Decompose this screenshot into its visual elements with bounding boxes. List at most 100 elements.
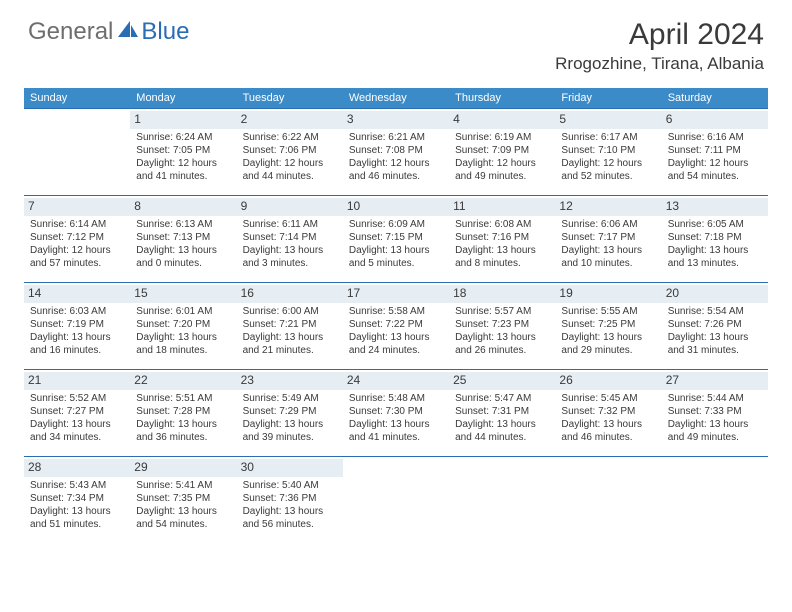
- calendar-cell: 22Sunrise: 5:51 AMSunset: 7:28 PMDayligh…: [130, 370, 236, 456]
- weekday-header: Sunday Monday Tuesday Wednesday Thursday…: [24, 88, 768, 108]
- calendar-cell: 1Sunrise: 6:24 AMSunset: 7:05 PMDaylight…: [130, 109, 236, 195]
- sunset-text: Sunset: 7:15 PM: [349, 231, 443, 244]
- weekday-label: Tuesday: [237, 88, 343, 108]
- sunrise-text: Sunrise: 5:51 AM: [136, 392, 230, 405]
- day-number: 20: [662, 285, 768, 303]
- day-number: 14: [24, 285, 130, 303]
- sunrise-text: Sunrise: 5:45 AM: [561, 392, 655, 405]
- daylight-text: Daylight: 13 hours: [668, 331, 762, 344]
- daylight-text: and 34 minutes.: [30, 431, 124, 444]
- calendar-cell: 14Sunrise: 6:03 AMSunset: 7:19 PMDayligh…: [24, 283, 130, 369]
- calendar-cell: 4Sunrise: 6:19 AMSunset: 7:09 PMDaylight…: [449, 109, 555, 195]
- day-number: 16: [237, 285, 343, 303]
- daylight-text: and 31 minutes.: [668, 344, 762, 357]
- calendar-cell: 24Sunrise: 5:48 AMSunset: 7:30 PMDayligh…: [343, 370, 449, 456]
- daylight-text: and 3 minutes.: [243, 257, 337, 270]
- sunrise-text: Sunrise: 6:16 AM: [668, 131, 762, 144]
- sunrise-text: Sunrise: 6:19 AM: [455, 131, 549, 144]
- calendar-cell: 15Sunrise: 6:01 AMSunset: 7:20 PMDayligh…: [130, 283, 236, 369]
- daylight-text: Daylight: 12 hours: [243, 157, 337, 170]
- day-number: 22: [130, 372, 236, 390]
- day-number: 26: [555, 372, 661, 390]
- daylight-text: and 41 minutes.: [136, 170, 230, 183]
- calendar-cell: 25Sunrise: 5:47 AMSunset: 7:31 PMDayligh…: [449, 370, 555, 456]
- sunrise-text: Sunrise: 5:55 AM: [561, 305, 655, 318]
- location-text: Rrogozhine, Tirana, Albania: [555, 54, 764, 74]
- calendar-cell: 11Sunrise: 6:08 AMSunset: 7:16 PMDayligh…: [449, 196, 555, 282]
- calendar-cell: 29Sunrise: 5:41 AMSunset: 7:35 PMDayligh…: [130, 457, 236, 543]
- daylight-text: and 5 minutes.: [349, 257, 443, 270]
- calendar-cell: [449, 457, 555, 543]
- daylight-text: and 10 minutes.: [561, 257, 655, 270]
- daylight-text: Daylight: 12 hours: [668, 157, 762, 170]
- sunset-text: Sunset: 7:32 PM: [561, 405, 655, 418]
- calendar-cell: 12Sunrise: 6:06 AMSunset: 7:17 PMDayligh…: [555, 196, 661, 282]
- day-number: 5: [555, 111, 661, 129]
- day-number: 29: [130, 459, 236, 477]
- daylight-text: and 46 minutes.: [561, 431, 655, 444]
- day-number: 12: [555, 198, 661, 216]
- calendar-cell: 21Sunrise: 5:52 AMSunset: 7:27 PMDayligh…: [24, 370, 130, 456]
- logo-sail-icon: [113, 18, 141, 46]
- sunrise-text: Sunrise: 6:05 AM: [668, 218, 762, 231]
- calendar-cell: 13Sunrise: 6:05 AMSunset: 7:18 PMDayligh…: [662, 196, 768, 282]
- sunrise-text: Sunrise: 6:17 AM: [561, 131, 655, 144]
- day-number: 17: [343, 285, 449, 303]
- sunset-text: Sunset: 7:12 PM: [30, 231, 124, 244]
- sunset-text: Sunset: 7:11 PM: [668, 144, 762, 157]
- calendar-cell: 5Sunrise: 6:17 AMSunset: 7:10 PMDaylight…: [555, 109, 661, 195]
- title-block: April 2024 Rrogozhine, Tirana, Albania: [555, 18, 764, 74]
- day-number: 3: [343, 111, 449, 129]
- day-number: 15: [130, 285, 236, 303]
- daylight-text: Daylight: 13 hours: [30, 505, 124, 518]
- day-number: 24: [343, 372, 449, 390]
- daylight-text: and 56 minutes.: [243, 518, 337, 531]
- sunset-text: Sunset: 7:20 PM: [136, 318, 230, 331]
- daylight-text: and 8 minutes.: [455, 257, 549, 270]
- weekday-label: Thursday: [449, 88, 555, 108]
- daylight-text: and 54 minutes.: [136, 518, 230, 531]
- sunrise-text: Sunrise: 6:00 AM: [243, 305, 337, 318]
- sunset-text: Sunset: 7:25 PM: [561, 318, 655, 331]
- day-number: 21: [24, 372, 130, 390]
- calendar-week: 14Sunrise: 6:03 AMSunset: 7:19 PMDayligh…: [24, 282, 768, 369]
- daylight-text: and 24 minutes.: [349, 344, 443, 357]
- sunset-text: Sunset: 7:34 PM: [30, 492, 124, 505]
- daylight-text: Daylight: 13 hours: [243, 505, 337, 518]
- sunrise-text: Sunrise: 6:14 AM: [30, 218, 124, 231]
- day-number: 13: [662, 198, 768, 216]
- calendar-week: 21Sunrise: 5:52 AMSunset: 7:27 PMDayligh…: [24, 369, 768, 456]
- calendar-week: 7Sunrise: 6:14 AMSunset: 7:12 PMDaylight…: [24, 195, 768, 282]
- sunset-text: Sunset: 7:08 PM: [349, 144, 443, 157]
- sunrise-text: Sunrise: 5:43 AM: [30, 479, 124, 492]
- sunset-text: Sunset: 7:30 PM: [349, 405, 443, 418]
- daylight-text: Daylight: 13 hours: [136, 244, 230, 257]
- day-number: 18: [449, 285, 555, 303]
- daylight-text: and 49 minutes.: [455, 170, 549, 183]
- calendar-cell: 6Sunrise: 6:16 AMSunset: 7:11 PMDaylight…: [662, 109, 768, 195]
- calendar-cell: 16Sunrise: 6:00 AMSunset: 7:21 PMDayligh…: [237, 283, 343, 369]
- daylight-text: Daylight: 13 hours: [349, 331, 443, 344]
- daylight-text: and 29 minutes.: [561, 344, 655, 357]
- weekday-label: Saturday: [662, 88, 768, 108]
- day-number: 19: [555, 285, 661, 303]
- calendar: Sunday Monday Tuesday Wednesday Thursday…: [24, 88, 768, 543]
- daylight-text: Daylight: 12 hours: [455, 157, 549, 170]
- sunrise-text: Sunrise: 6:09 AM: [349, 218, 443, 231]
- calendar-cell: [343, 457, 449, 543]
- daylight-text: Daylight: 12 hours: [561, 157, 655, 170]
- daylight-text: and 51 minutes.: [30, 518, 124, 531]
- sunset-text: Sunset: 7:29 PM: [243, 405, 337, 418]
- sunrise-text: Sunrise: 5:40 AM: [243, 479, 337, 492]
- day-number: 27: [662, 372, 768, 390]
- daylight-text: Daylight: 13 hours: [136, 505, 230, 518]
- weekday-label: Sunday: [24, 88, 130, 108]
- daylight-text: Daylight: 13 hours: [243, 244, 337, 257]
- daylight-text: Daylight: 13 hours: [30, 418, 124, 431]
- sunset-text: Sunset: 7:26 PM: [668, 318, 762, 331]
- daylight-text: and 46 minutes.: [349, 170, 443, 183]
- calendar-week: 1Sunrise: 6:24 AMSunset: 7:05 PMDaylight…: [24, 108, 768, 195]
- calendar-cell: 28 Sunrise: 5:43 AMSunset: 7:34 PMDayligh…: [24, 457, 130, 543]
- day-number: 28: [24, 459, 130, 477]
- daylight-text: Daylight: 13 hours: [455, 244, 549, 257]
